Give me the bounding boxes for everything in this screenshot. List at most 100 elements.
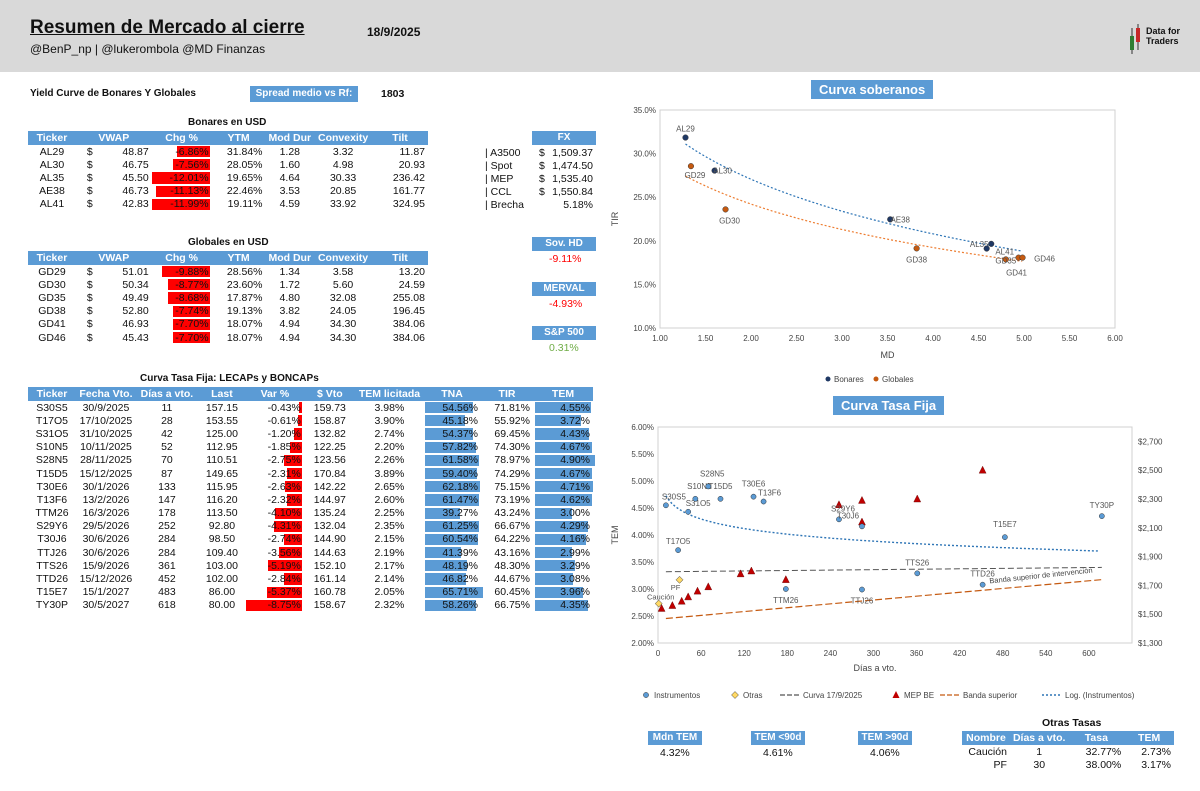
point-label: T13F6	[758, 489, 782, 498]
column-header: Tilt	[372, 251, 428, 265]
vwap-cell: $50.34	[86, 278, 149, 291]
var-cell-bar	[275, 507, 302, 519]
tna-cell: 62.18%	[423, 480, 481, 493]
column-header: Convexity	[314, 251, 373, 265]
last-cell: 102.00	[205, 573, 238, 586]
chg-cell-text: -11.13%	[170, 185, 209, 198]
dias-vto-cell: 284	[158, 533, 176, 546]
ticker-cell: S30S5	[36, 401, 68, 414]
convexity-cell: 33.92	[329, 198, 357, 211]
fecha-vto-cell: 31/10/2025	[79, 427, 133, 440]
y-tick-label: 4.50%	[631, 504, 654, 513]
fx-name: | MEP	[485, 172, 514, 185]
y2-tick-label: $1,900	[1138, 553, 1163, 562]
y-tick-label: 6.00%	[631, 423, 654, 432]
var-cell-text: -2.74%	[267, 533, 301, 546]
ticker-cell: T30J6	[37, 533, 67, 546]
tna-cell-bar	[425, 599, 477, 611]
header-bar: Resumen de Mercado al cierre 18/9/2025 @…	[0, 0, 1200, 72]
var-cell-bar	[284, 533, 302, 546]
var-cell-bar	[268, 560, 302, 572]
fecha-vto-cell: 15/12/2026	[79, 573, 133, 586]
legend-label: Bonares	[834, 375, 864, 384]
table-row: T13F6 13/2/2026 147 116.20 -2.32% 144.97 2.60%…	[28, 493, 593, 506]
table-row: GD41 $46.93 -7.70% 18.07% 4.94 34.30 384.06	[28, 318, 428, 331]
y-tick-label: 5.00%	[631, 477, 654, 486]
column-header: YTM	[211, 251, 266, 265]
tem-cell: 4.71%	[533, 480, 593, 493]
chg-cell-text: -8.68%	[175, 291, 209, 304]
tir-cell: 69.45%	[494, 427, 530, 440]
chg-cell-bar	[173, 159, 210, 171]
tna-cell-text: 62.18%	[442, 480, 479, 493]
ytm-cell: 19.13%	[226, 305, 263, 318]
index-value: 0.31%	[549, 342, 579, 354]
tna-cell-text: 54.56%	[442, 401, 479, 414]
x-axis-label: Días a vto.	[853, 663, 896, 673]
tna-cell-bar	[425, 533, 479, 546]
var-cell-bar	[274, 520, 302, 532]
dias-cell: 30	[1033, 758, 1046, 771]
mod-dur-cell: 4.94	[279, 318, 300, 331]
spread-value: 1803	[381, 88, 405, 100]
tir-cell: 48.30%	[494, 559, 530, 572]
last-cell: 113.50	[206, 507, 238, 520]
y-tick-label: 2.50%	[631, 612, 654, 621]
tem-licitada-cell: 2.19%	[374, 546, 405, 559]
ytm-cell: 17.87%	[226, 291, 263, 304]
otras-tasas-title: Otras Tasas	[1042, 717, 1102, 729]
point-label: TTM26	[773, 596, 799, 605]
y2-tick-label: $2,700	[1138, 437, 1163, 446]
point-label: T15D5	[708, 482, 733, 491]
y-tick-label: 3.00%	[631, 585, 654, 594]
mdn-tem-value: 4.32%	[660, 747, 690, 759]
tem-licitada-cell: 2.74%	[374, 427, 405, 440]
x-tick-label: 2.50	[789, 334, 805, 343]
tna-cell-text: 61.58%	[442, 454, 479, 467]
convexity-cell: 24.05	[329, 305, 357, 318]
tilt-cell: 11.87	[399, 145, 426, 158]
x-tick-label: 300	[867, 649, 881, 658]
chg-cell-text: -7.74%	[175, 305, 209, 318]
tna-cell-bar	[425, 402, 473, 414]
dias-vto-cell: 483	[158, 586, 176, 599]
tem-cell-text: 4.55%	[560, 401, 590, 414]
tasa-fija-table: Ticker Fecha Vto. Días a vto. Last Var % $ Vt…	[28, 387, 595, 612]
ticker-cell: GD29	[38, 265, 66, 278]
fx-value: 1,550.84	[552, 186, 593, 199]
x-tick-label: 6.00	[1107, 334, 1123, 343]
mod-dur-cell: 1.72	[279, 278, 300, 291]
tem-cell-bar	[535, 441, 593, 453]
tem-licitada-cell: 3.89%	[374, 467, 405, 480]
data-point	[983, 245, 990, 252]
y-tick-label: 15.0%	[633, 280, 656, 289]
point-label: PF	[671, 583, 681, 592]
fx-row: | A3500 $1,509.37	[482, 146, 596, 159]
instrumento-point	[782, 586, 789, 592]
tna-cell-bar	[425, 454, 480, 466]
chg-cell: -7.56%	[152, 158, 212, 171]
table-row: S28N5 28/11/2025 70 110.51 -2.75% 123.56 2.26%…	[28, 454, 595, 467]
table-row: TTM26 16/3/2026 178 113.50 -4.10% 135.24 2.25%…	[28, 507, 593, 520]
var-cell-text: -2.84%	[267, 573, 301, 586]
column-header: Tilt	[372, 131, 428, 145]
tna-cell-bar	[425, 415, 465, 427]
chg-cell: -6.86%	[152, 145, 212, 158]
tna-cell: 59.40%	[423, 467, 481, 480]
dias-vto-cell: 11	[161, 401, 173, 414]
last-cell: 115.95	[206, 480, 238, 493]
legend-label: Curva 17/9/2025	[803, 691, 863, 700]
x-tick-label: 180	[781, 649, 795, 658]
point-label: S31O5	[686, 499, 711, 508]
chg-cell: -9.88%	[152, 265, 212, 278]
mod-dur-cell: 3.53	[279, 185, 301, 198]
data-point	[682, 134, 689, 141]
point-label: S30S5	[662, 492, 687, 501]
y-tick-label: 2.00%	[631, 639, 654, 648]
mep-be-marker	[782, 575, 790, 583]
otras-point	[675, 575, 684, 584]
chg-cell-bar	[168, 292, 210, 304]
otras-point	[654, 599, 663, 608]
last-cell: 153.55	[205, 414, 238, 427]
mep-be-marker	[684, 592, 692, 601]
